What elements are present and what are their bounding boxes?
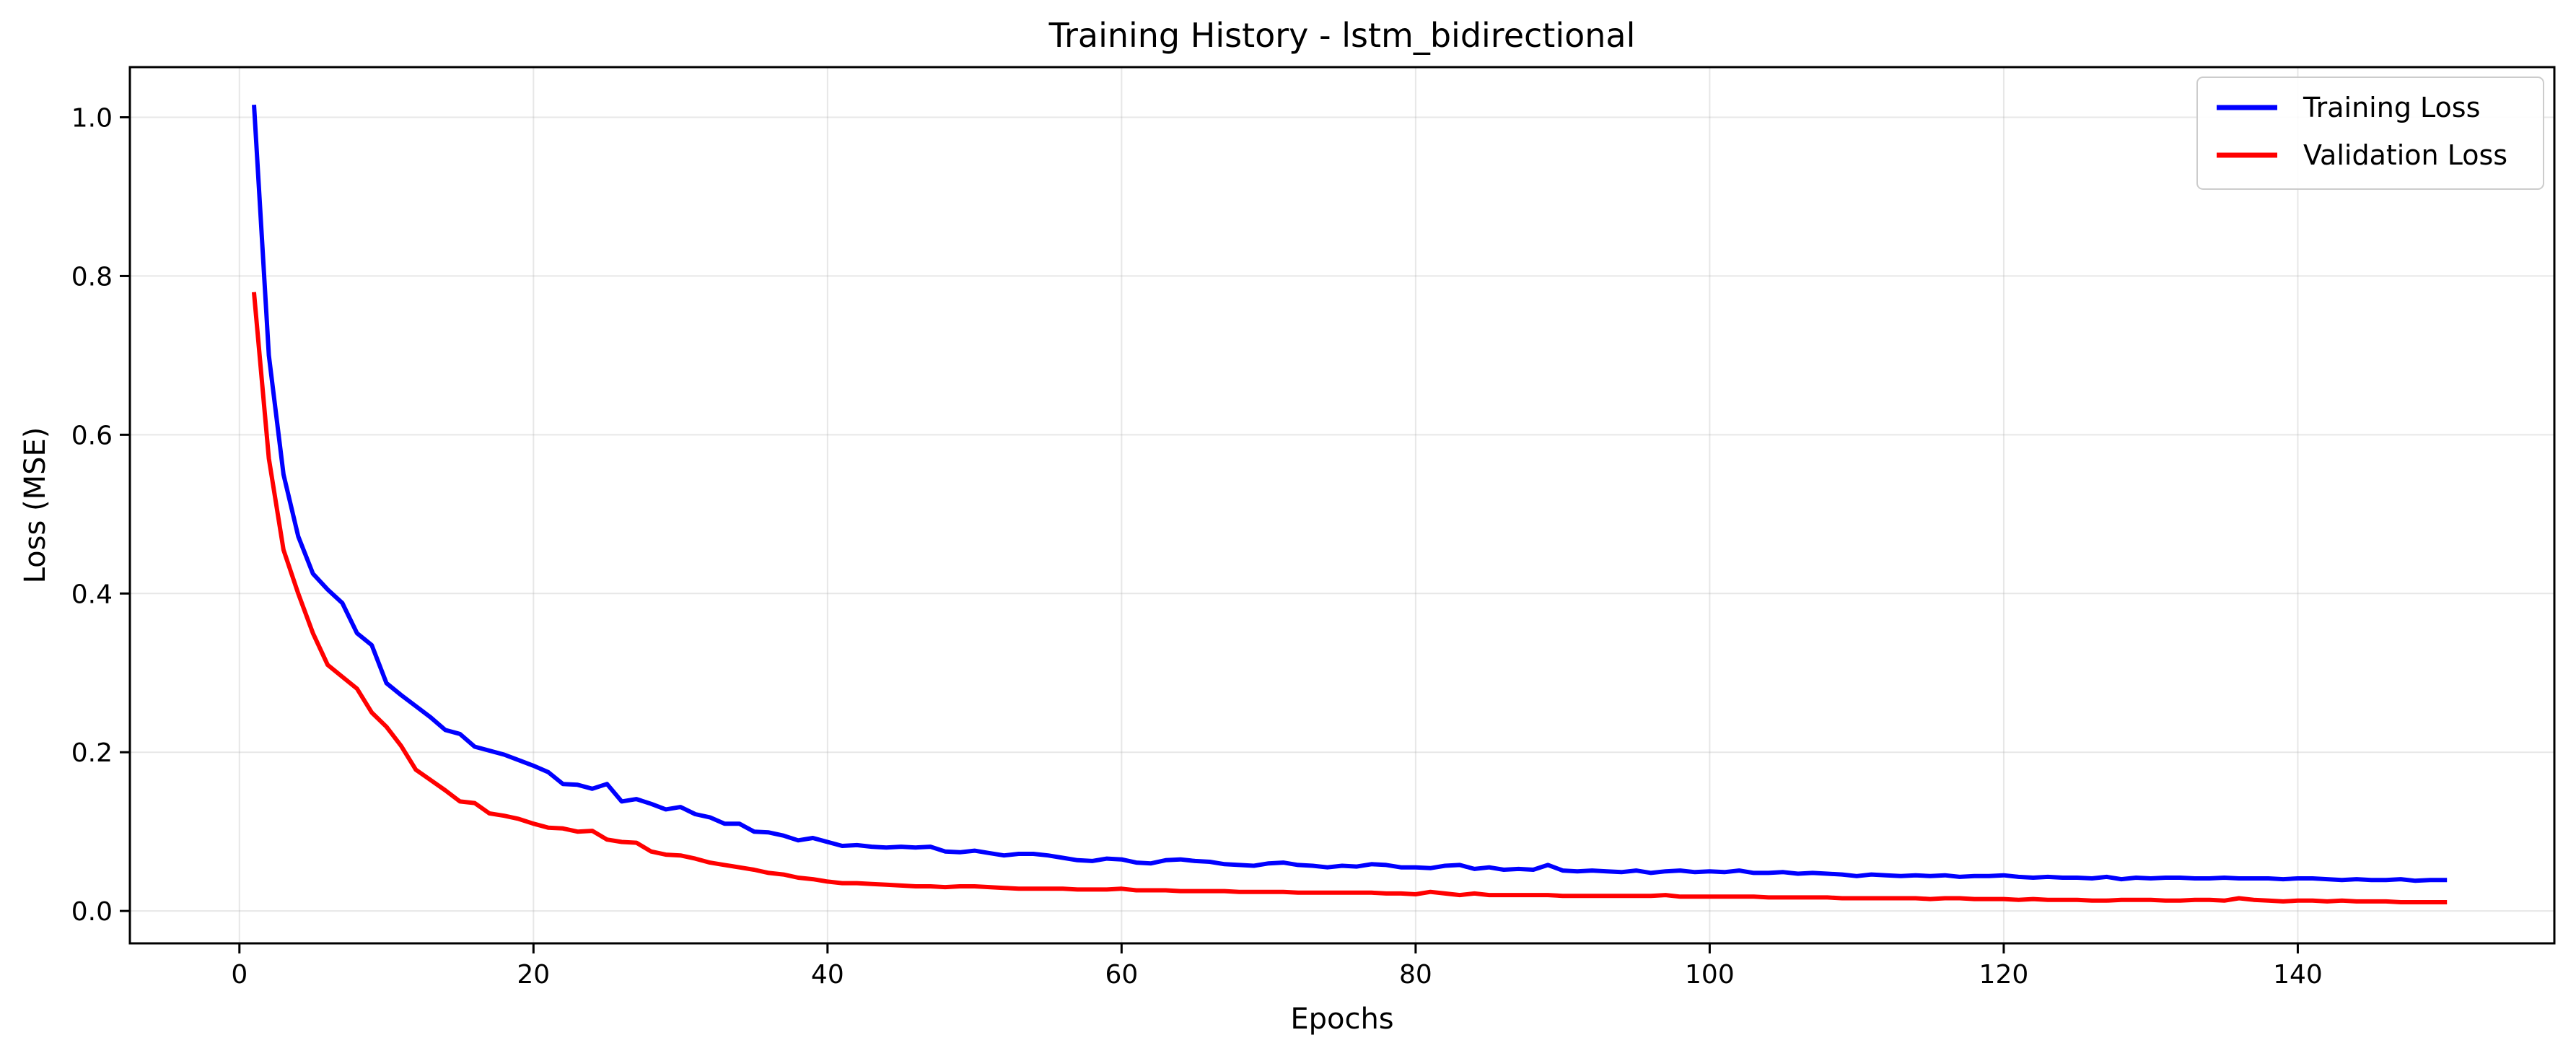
x-tick-label: 140 bbox=[2273, 960, 2323, 990]
tick-layer: 0 20 40 60 80 100 120 140 0.0 0.2 0.4 0.6 0.8 1.0 bbox=[71, 103, 2323, 990]
x-axis-label: Epochs bbox=[1290, 1003, 1393, 1036]
chart-title: Training History - lstm_bidirectional bbox=[1048, 16, 1636, 55]
y-axis-label: Loss (MSE) bbox=[19, 427, 52, 584]
legend-box bbox=[2196, 77, 2544, 190]
plot-frame bbox=[128, 66, 2556, 945]
y-tick-label: 0.0 bbox=[71, 897, 113, 927]
y-tick-label: 0.8 bbox=[71, 262, 113, 292]
x-tick-label: 0 bbox=[231, 960, 247, 990]
series-layer bbox=[251, 105, 2448, 904]
series-line-training-loss bbox=[252, 105, 2448, 883]
x-tick-label: 60 bbox=[1105, 960, 1138, 990]
legend: Training Loss Validation Loss bbox=[2196, 77, 2544, 190]
x-tick-label: 40 bbox=[811, 960, 844, 990]
y-tick-label: 1.0 bbox=[71, 103, 113, 133]
y-tick-label: 0.6 bbox=[71, 421, 113, 450]
x-tick-label: 20 bbox=[517, 960, 550, 990]
x-tick-label: 80 bbox=[1399, 960, 1432, 990]
y-tick-label: 0.4 bbox=[71, 580, 113, 609]
legend-label-training-loss: Training Loss bbox=[2303, 92, 2480, 123]
grid-layer bbox=[130, 67, 2554, 943]
legend-label-validation-loss: Validation Loss bbox=[2303, 139, 2507, 171]
x-tick-label: 120 bbox=[1979, 960, 2029, 990]
y-tick-label: 0.2 bbox=[71, 738, 113, 768]
series-line-validation-loss bbox=[251, 292, 2448, 904]
x-tick-label: 100 bbox=[1685, 960, 1735, 990]
